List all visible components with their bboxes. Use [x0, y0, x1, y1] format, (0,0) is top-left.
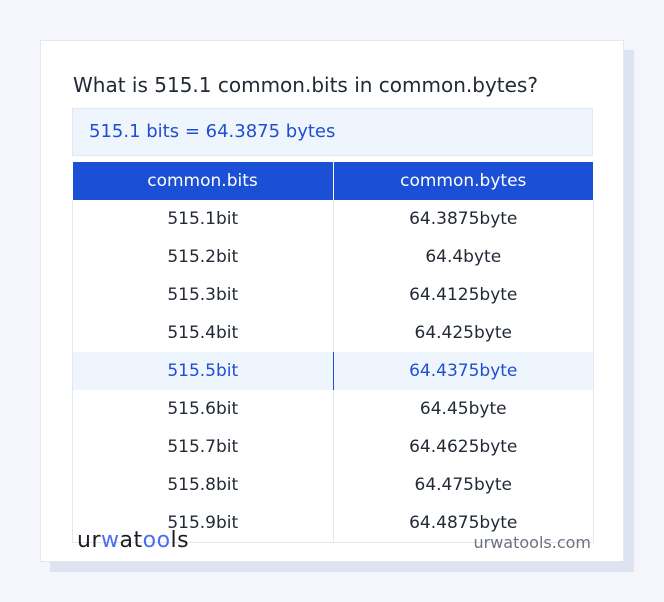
bytes-cell: 64.425byte — [332, 314, 594, 352]
bits-cell: 515.2bit — [72, 238, 334, 276]
table-row: 515.2bit 64.4byte — [72, 238, 594, 276]
bits-cell: 515.4bit — [72, 314, 334, 352]
table-row: 515.7bit 64.4625byte — [72, 428, 594, 466]
header-bits: common.bits — [72, 162, 334, 200]
table-row: 515.8bit 64.475byte — [72, 466, 594, 504]
urwatools-logo: urwatools — [77, 528, 190, 553]
table-row: 515.9bit 64.4875byte — [72, 504, 594, 543]
header-bytes: common.bytes — [333, 162, 594, 200]
table-row: 515.6bit 64.45byte — [72, 390, 594, 428]
bits-cell: 515.9bit — [72, 504, 334, 543]
conversion-card: What is 515.1 common.bits in common.byte… — [40, 40, 624, 562]
bytes-cell: 64.4625byte — [332, 428, 594, 466]
bytes-cell: 64.4byte — [332, 238, 594, 276]
bits-cell: 515.1bit — [72, 200, 334, 238]
bits-cell: 515.5bit — [72, 352, 334, 390]
table-row: 515.5bit 64.4375byte — [72, 352, 594, 390]
table-row: 515.1bit 64.3875byte — [72, 200, 594, 238]
page-title: What is 515.1 common.bits in common.byte… — [73, 73, 538, 97]
site-link[interactable]: urwatools.com — [473, 533, 592, 552]
bytes-cell: 64.4125byte — [332, 276, 594, 314]
bits-cell: 515.7bit — [72, 428, 334, 466]
bytes-cell: 64.4875byte — [332, 504, 594, 543]
bytes-cell: 64.4375byte — [332, 352, 594, 390]
bytes-cell: 64.3875byte — [332, 200, 594, 238]
conversion-table: common.bits common.bytes 515.1bit 64.3875… — [72, 162, 594, 543]
table-row: 515.4bit 64.425byte — [72, 314, 594, 352]
result-box: 515.1 bits = 64.3875 bytes — [72, 108, 593, 156]
bits-cell: 515.8bit — [72, 466, 334, 504]
bits-cell: 515.6bit — [72, 390, 334, 428]
bytes-cell: 64.475byte — [332, 466, 594, 504]
bits-cell: 515.3bit — [72, 276, 334, 314]
table-row: 515.3bit 64.4125byte — [72, 276, 594, 314]
bytes-cell: 64.45byte — [332, 390, 594, 428]
